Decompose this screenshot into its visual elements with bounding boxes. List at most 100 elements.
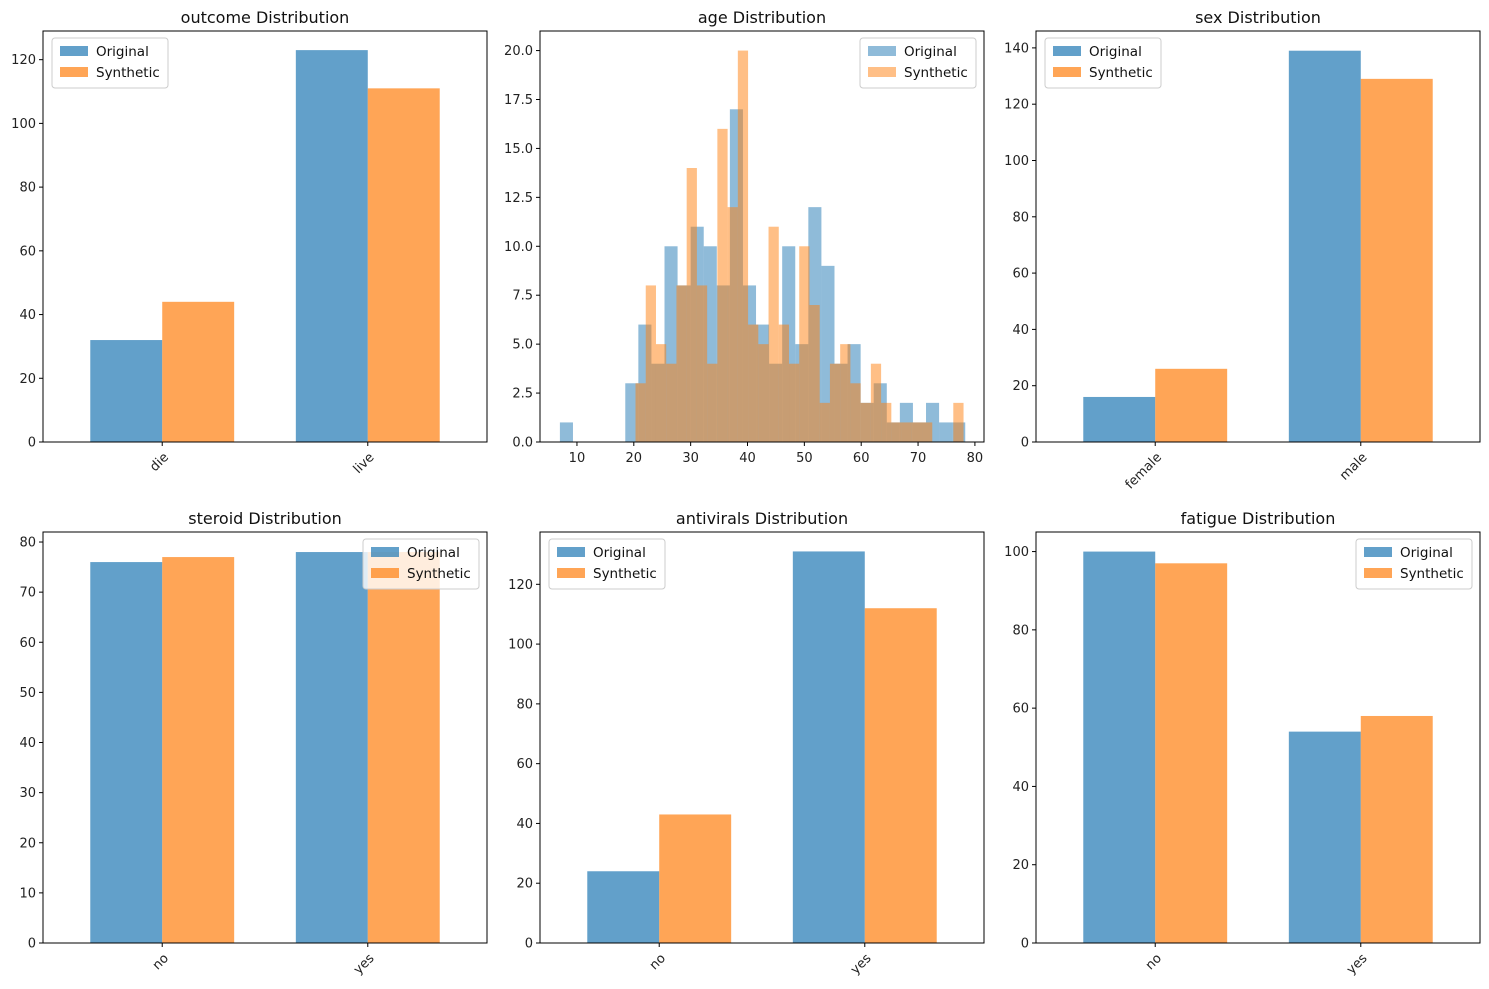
legend-label-synthetic: Synthetic <box>593 566 657 582</box>
hist-bin-synthetic <box>676 285 687 442</box>
legend-label-original: Original <box>593 545 646 561</box>
bar-synthetic-die <box>162 301 235 442</box>
hist-bin-original <box>559 422 573 442</box>
y-tick-label: 0.0 <box>512 436 533 451</box>
x-tick-label: 60 <box>853 451 870 466</box>
y-tick-label: 0 <box>1021 937 1029 952</box>
hist-bin-synthetic <box>850 383 861 442</box>
legend-swatch-synthetic <box>1053 67 1081 77</box>
hist-bin-synthetic <box>789 363 800 442</box>
x-tick-label: yes <box>848 951 875 978</box>
x-tick-label: no <box>150 951 172 973</box>
bar-synthetic-no <box>162 557 235 943</box>
legend-label-synthetic: Synthetic <box>904 65 968 81</box>
y-tick-label: 40 <box>1012 323 1029 338</box>
legend: Original Synthetic <box>1044 37 1162 89</box>
chart-panel-4: steroid Distribution 0 10 20 30 40 50 60 70 80 no y… <box>19 509 488 978</box>
y-tick-label: 50 <box>19 686 36 701</box>
y-tick-label: 40 <box>19 736 36 751</box>
x-tick-label: 20 <box>626 451 643 466</box>
y-tick-label: 20 <box>516 877 533 892</box>
y-tick-label: 0 <box>1021 436 1029 451</box>
y-tick-label: 2.5 <box>512 387 533 402</box>
x-tick-label: no <box>1143 951 1165 973</box>
legend-label-synthetic: Synthetic <box>96 65 160 81</box>
x-tick-label: female <box>1123 450 1165 492</box>
y-tick-label: 7.5 <box>512 289 533 304</box>
hist-bin-synthetic <box>778 324 790 442</box>
legend-swatch-original <box>868 46 896 56</box>
hist-bin-synthetic <box>655 344 667 442</box>
hist-bin-original <box>625 383 639 442</box>
hist-bin-synthetic <box>686 168 697 442</box>
y-tick-label: 0 <box>28 436 36 451</box>
hist-bin-synthetic <box>727 207 738 442</box>
x-tick-label: die <box>147 450 172 475</box>
y-tick-label: 60 <box>19 636 36 651</box>
legend-swatch-original <box>1053 46 1081 56</box>
axes-frame <box>539 531 985 944</box>
y-tick-label: 100 <box>508 638 533 653</box>
hist-bin-synthetic <box>881 402 892 442</box>
legend-swatch-synthetic <box>371 568 399 578</box>
y-tick-label: 20 <box>1012 379 1029 394</box>
hist-bin-synthetic <box>922 422 933 442</box>
x-tick-label: 80 <box>967 451 984 466</box>
legend: Original Synthetic <box>51 37 169 89</box>
legend-label-original: Original <box>1089 44 1142 60</box>
y-tick-label: 80 <box>1012 623 1029 638</box>
bar-original-yes <box>295 552 368 943</box>
legend-swatch-synthetic <box>557 568 585 578</box>
x-tick-label: 30 <box>682 451 699 466</box>
y-tick-label: 0 <box>525 937 533 952</box>
y-tick-label: 40 <box>516 817 533 832</box>
legend-swatch-original <box>60 46 88 56</box>
chart-title: sex Distribution <box>1195 8 1321 27</box>
y-tick-label: 60 <box>1012 267 1029 282</box>
legend-swatch-synthetic <box>1364 568 1392 578</box>
y-tick-label: 70 <box>19 586 36 601</box>
hist-bin-synthetic <box>860 402 871 442</box>
hist-bin-synthetic <box>737 50 749 442</box>
y-tick-label: 80 <box>516 697 533 712</box>
legend-swatch-synthetic <box>868 67 896 77</box>
hist-bin-synthetic <box>758 344 769 442</box>
legend: Original Synthetic <box>1355 538 1473 590</box>
legend-swatch-original <box>1364 547 1392 557</box>
y-tick-label: 120 <box>1004 98 1029 113</box>
hist-bin-synthetic <box>666 363 677 442</box>
hist-bin-synthetic <box>819 402 830 442</box>
x-tick-label: male <box>1337 450 1370 483</box>
legend-label-original: Original <box>1400 545 1453 561</box>
x-tick-label: no <box>647 951 669 973</box>
hist-bin-synthetic <box>891 422 902 442</box>
hist-bin-synthetic <box>870 363 882 442</box>
y-tick-label: 0 <box>28 937 36 952</box>
bar-original-yes <box>1288 731 1361 943</box>
x-tick-label: 40 <box>739 451 756 466</box>
bar-synthetic-male <box>1360 78 1433 442</box>
hist-bin-synthetic <box>911 422 923 442</box>
legend-label-synthetic: Synthetic <box>407 566 471 582</box>
legend-swatch-original <box>371 547 399 557</box>
bar-synthetic-yes <box>864 608 937 943</box>
chart-title: steroid Distribution <box>188 509 342 528</box>
y-tick-label: 40 <box>1012 780 1029 795</box>
legend-swatch-synthetic <box>60 67 88 77</box>
y-tick-label: 120 <box>508 578 533 593</box>
y-tick-label: 20.0 <box>504 44 533 59</box>
bar-original-female <box>1083 396 1156 442</box>
y-tick-label: 100 <box>1004 154 1029 169</box>
y-tick-label: 140 <box>1004 41 1029 56</box>
chart-panel-5: antivirals Distribution 0 20 40 60 80 100 120 no… <box>508 509 985 978</box>
hist-bin-synthetic <box>840 344 851 442</box>
bar-synthetic-no <box>1155 563 1228 943</box>
bar-original-no <box>587 871 660 943</box>
legend: Original Synthetic <box>362 538 480 590</box>
bar-synthetic-live <box>367 88 440 442</box>
x-tick-label: live <box>351 450 378 477</box>
bar-original-no <box>1083 551 1156 943</box>
chart-title: antivirals Distribution <box>676 509 848 528</box>
y-tick-label: 60 <box>1012 702 1029 717</box>
y-tick-label: 15.0 <box>504 142 533 157</box>
